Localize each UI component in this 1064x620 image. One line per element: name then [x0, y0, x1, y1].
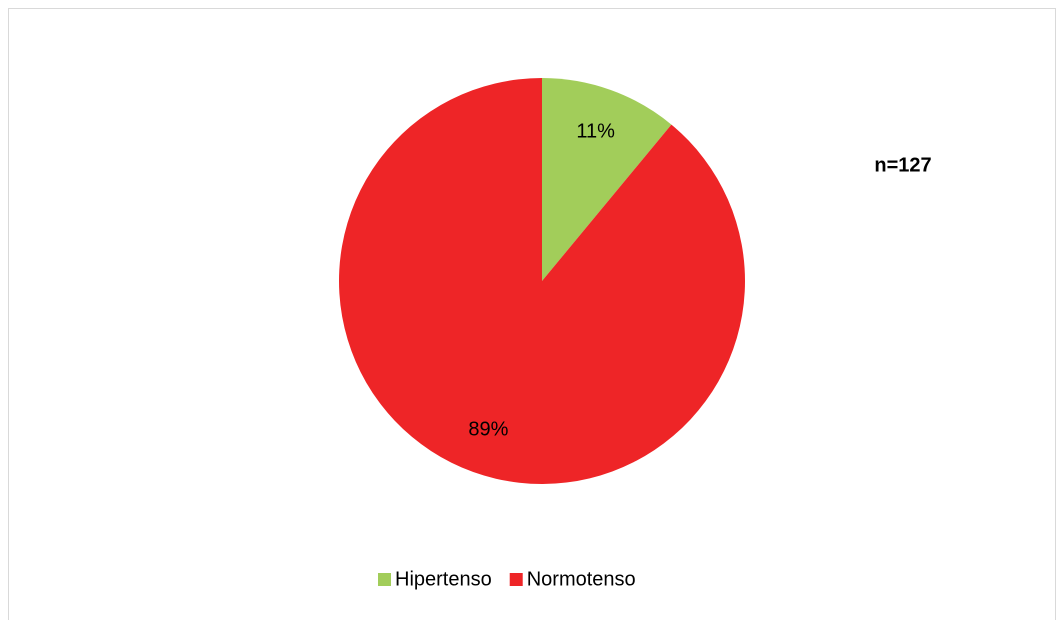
data-label: 11% — [576, 120, 615, 142]
pie-slice — [542, 78, 672, 281]
pie-slice — [338, 78, 745, 484]
legend-label: Hipertenso — [395, 568, 492, 590]
legend-swatch — [378, 573, 391, 586]
chart-border — [8, 8, 1056, 620]
legend-label: Normotenso — [527, 568, 636, 590]
annotation: n=127 — [874, 154, 931, 176]
data-label: 89% — [468, 418, 508, 440]
legend-swatch — [509, 573, 523, 586]
